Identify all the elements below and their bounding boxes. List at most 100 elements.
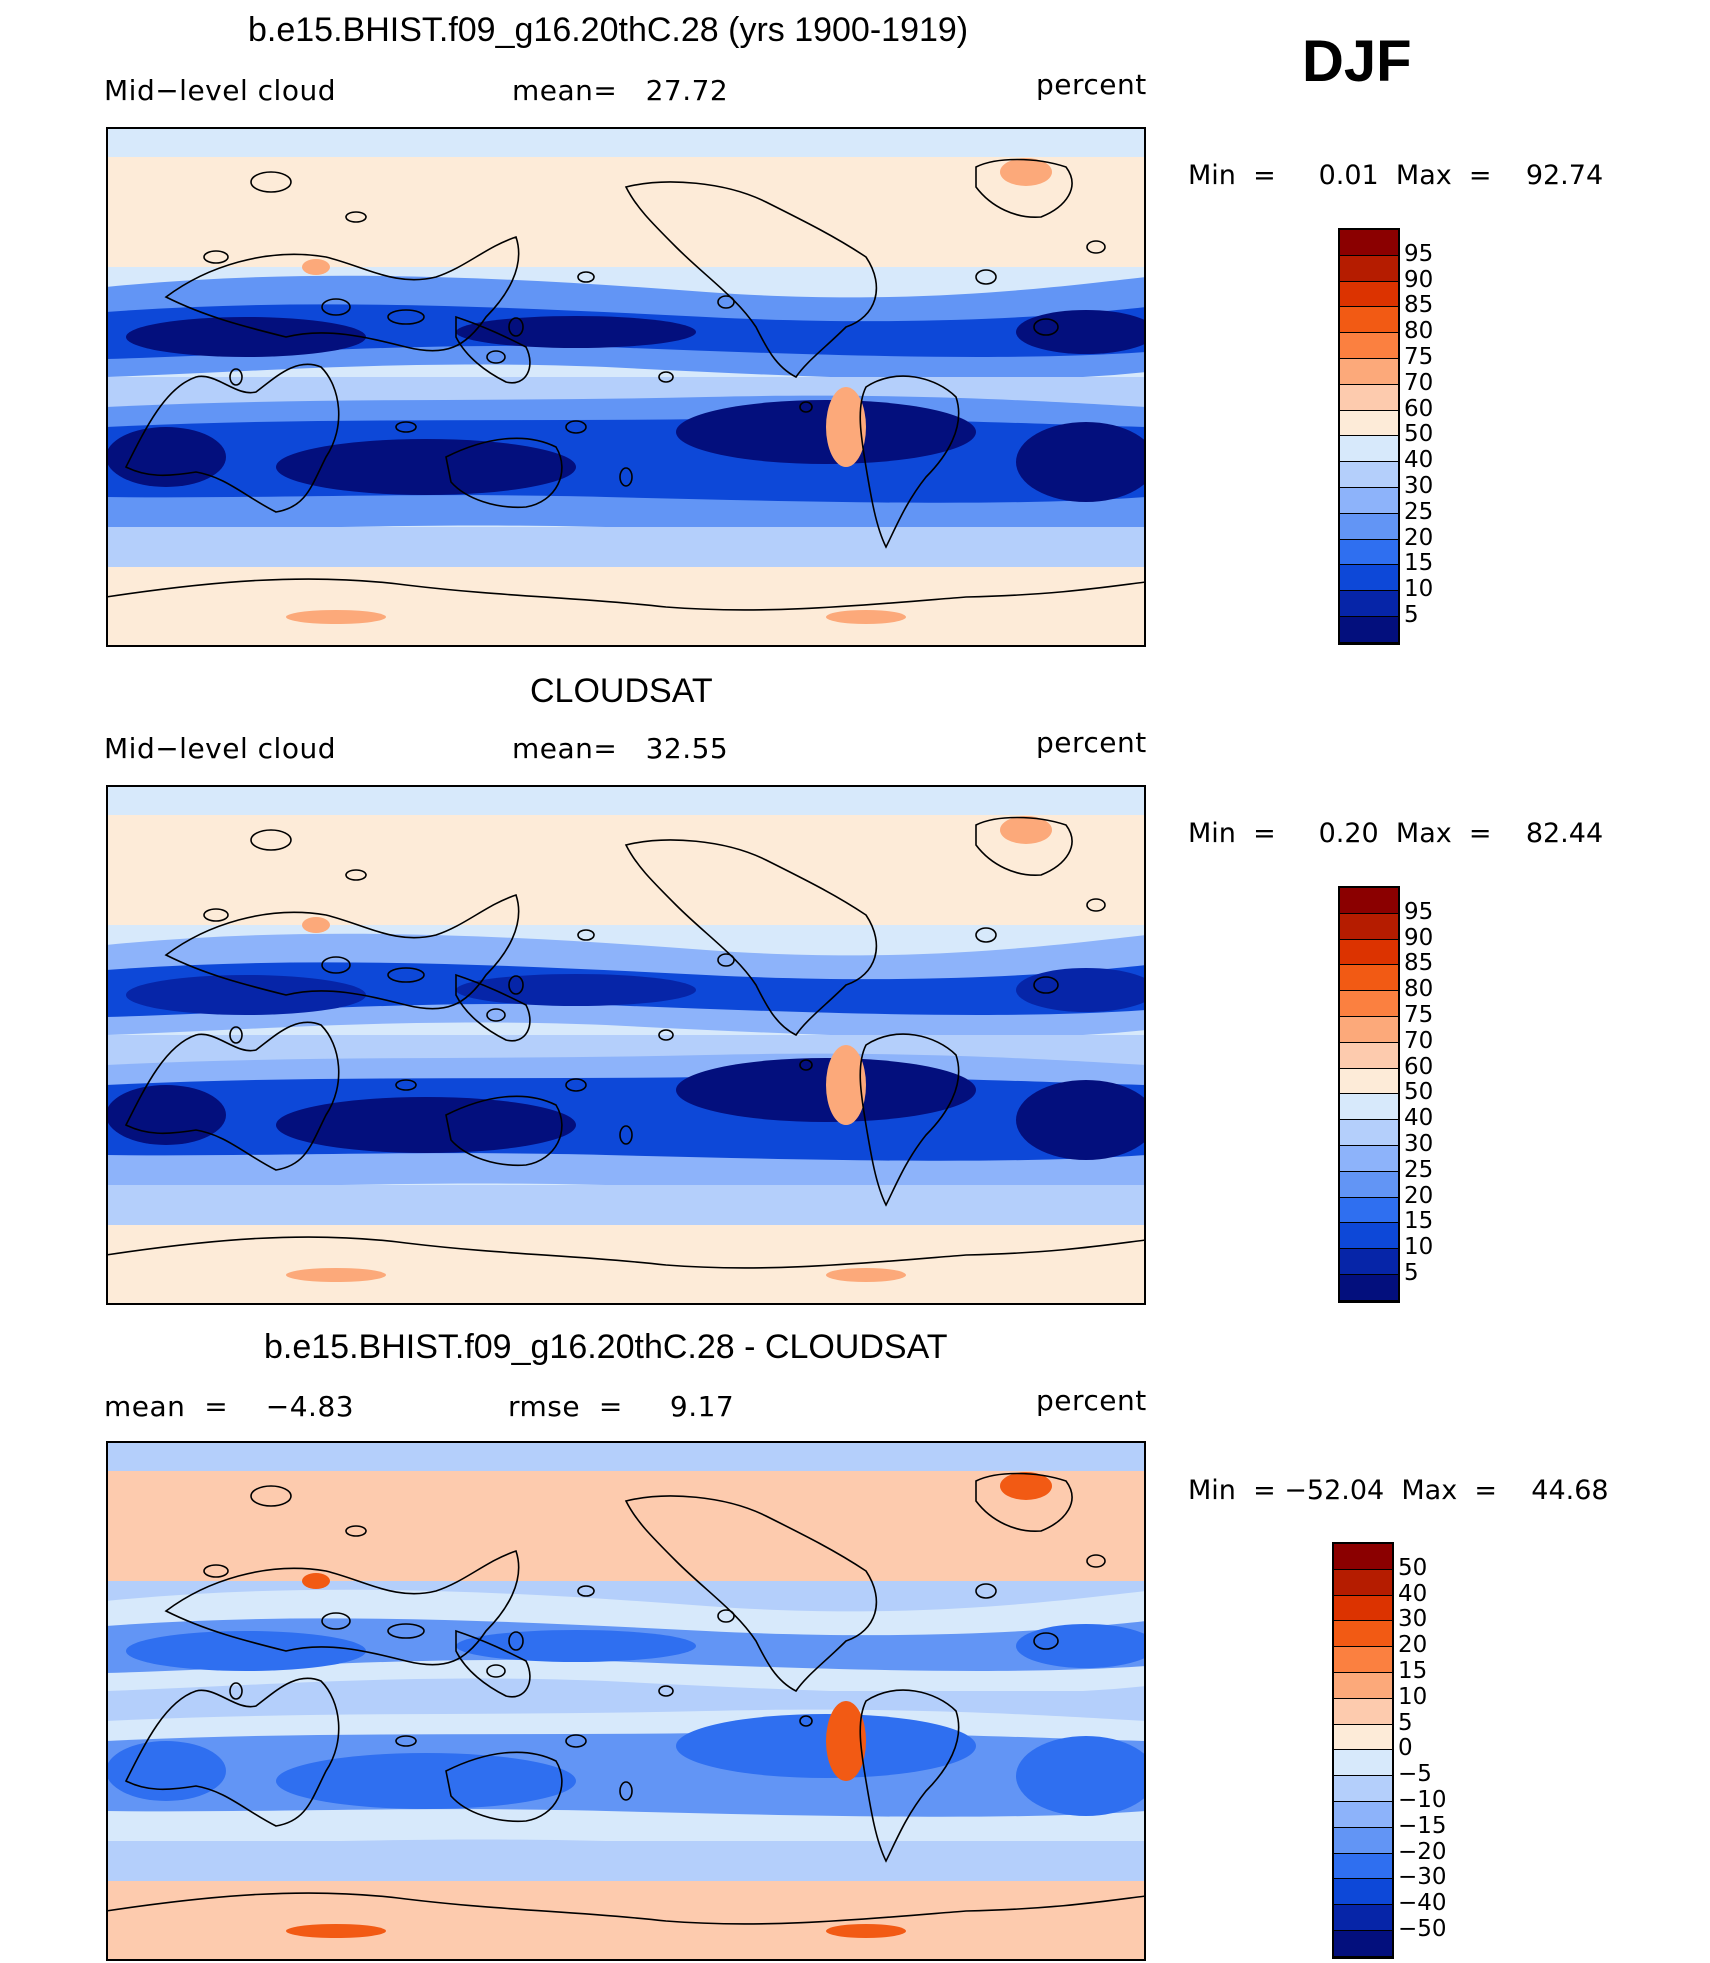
island-outline (250, 1485, 292, 1507)
coastline (124, 1677, 340, 1827)
panel-3-rmse-label: rmse = 9.17 (508, 1390, 735, 1423)
colorbar-tick-label: 10 (1404, 1234, 1434, 1261)
colorbar-swatch (1340, 384, 1398, 411)
island-outline (250, 829, 292, 851)
colorbar-tick-label: −5 (1398, 1761, 1432, 1788)
colorbar-swatch (1334, 1595, 1392, 1622)
coastline (445, 1095, 563, 1167)
colorbar-tick-label: 60 (1404, 395, 1434, 422)
colorbar-swatch (1334, 1544, 1392, 1570)
map-contour-blob (286, 1924, 386, 1938)
colorbar-tick-label: 15 (1404, 1208, 1434, 1235)
map-contour-band (106, 1441, 1146, 1471)
island-outline (975, 927, 997, 943)
map-contour-band (106, 1076, 1146, 1161)
map-frame (106, 1441, 1146, 1961)
colorbar-tick-label: 30 (1404, 473, 1434, 499)
map-contour-band (106, 1185, 1146, 1225)
island-outline (486, 350, 506, 364)
coastline (624, 1495, 878, 1693)
island-outline (799, 1059, 813, 1071)
map-contour-blob (826, 1701, 866, 1781)
colorbar-swatch (1334, 1802, 1392, 1828)
coastline (975, 1472, 1073, 1532)
colorbar-tick-label: 75 (1404, 1002, 1434, 1028)
map-svg (106, 785, 1146, 1305)
colorbar-swatch (1334, 1750, 1392, 1777)
island-outline (486, 1664, 506, 1678)
panel-1-units-label: percent (1036, 68, 1147, 101)
island-outline (508, 317, 524, 337)
colorbar-swatch (1340, 1249, 1398, 1275)
colorbar-swatch (1340, 230, 1398, 256)
panel-3-mean-label: mean = −4.83 (104, 1390, 355, 1423)
map-contour-blob (1016, 422, 1146, 502)
coastline (124, 1021, 340, 1171)
colorbar-box (1338, 886, 1400, 1303)
panel-3-title: b.e15.BHIST.f09_g16.20thC.28 - CLOUDSAT (264, 1328, 948, 1366)
colorbar-swatch (1340, 307, 1398, 334)
panel-2-mean-label: mean= 32.55 (512, 732, 729, 765)
coastlines (106, 1472, 1146, 1925)
map-svg (106, 1441, 1146, 1961)
panel-1-title: b.e15.BHIST.f09_g16.20thC.28 (yrs 1900-1… (248, 11, 969, 49)
colorbar-tick-label: 30 (1404, 1131, 1434, 1157)
island-outline (565, 1078, 587, 1092)
island-outline (387, 309, 425, 325)
map-contour-blob (126, 317, 366, 357)
colorbar-swatch (1340, 939, 1398, 966)
island-outline (577, 929, 595, 941)
colorbar-tick-label: 80 (1404, 976, 1434, 1003)
map-contour-blob (286, 610, 386, 624)
coastline (106, 1236, 1146, 1269)
panel-1-map (106, 127, 1146, 647)
map-contour-blob (1016, 1624, 1146, 1668)
island-outline (799, 1715, 813, 1727)
island-outline (508, 975, 524, 995)
colorbar-box (1332, 1542, 1394, 1959)
island-outline (395, 421, 417, 433)
coastline (455, 315, 531, 384)
coastline (106, 578, 1146, 611)
map-contour-blob (302, 259, 330, 275)
colorbar-swatch (1340, 1197, 1398, 1224)
island-outline (1033, 1632, 1059, 1650)
map-contour-blob (456, 1630, 696, 1662)
colorbar-swatch (1340, 1017, 1398, 1043)
map-field (106, 785, 1146, 1305)
coastline (164, 235, 520, 352)
map-contour-blob (676, 1058, 976, 1122)
map-contour-blob (1016, 1736, 1146, 1816)
colorbar-swatch (1340, 255, 1398, 282)
colorbar-swatch (1334, 1776, 1392, 1802)
colorbar-tick-label: 50 (1404, 421, 1434, 448)
colorbar-swatch (1340, 1120, 1398, 1146)
colorbar-swatch (1340, 488, 1398, 514)
colorbar-tick-label: 10 (1404, 576, 1434, 603)
island-outline (387, 1623, 425, 1639)
island-outline (229, 1682, 243, 1700)
colorbar-swatch (1334, 1673, 1392, 1699)
colorbar-tick-label: 95 (1404, 240, 1434, 267)
coastline (124, 363, 340, 513)
colorbar-swatch (1340, 1042, 1398, 1069)
island-outline (1086, 240, 1106, 254)
island-outline (799, 401, 813, 413)
colorbar-swatch (1334, 1569, 1392, 1596)
colorbar-tick-label: 60 (1404, 1053, 1434, 1080)
island-outline (717, 1609, 735, 1623)
map-contour-blob (456, 316, 696, 348)
island-outline (508, 1631, 524, 1651)
island-outline (486, 1008, 506, 1022)
island-outline (717, 953, 735, 967)
map-contour-band (106, 1225, 1146, 1305)
map-contour-blob (276, 1097, 576, 1153)
colorbar-tick-label: 5 (1398, 1709, 1413, 1736)
panel-3-minmax: Min = −52.04 Max = 44.68 (1188, 1475, 1609, 1506)
map-contour-blob (302, 1573, 330, 1589)
colorbar-tick-label: 5 (1404, 1260, 1419, 1286)
colorbar-tick-label: 25 (1404, 1156, 1434, 1183)
colorbar-swatch (1340, 591, 1398, 617)
colorbar-swatch (1340, 1094, 1398, 1121)
coastline (975, 158, 1073, 218)
